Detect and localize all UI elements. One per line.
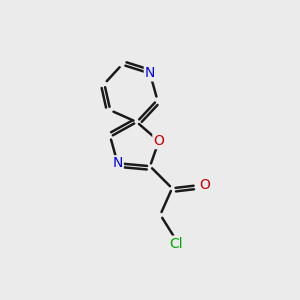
Text: N: N bbox=[112, 156, 123, 170]
Text: O: O bbox=[199, 178, 210, 192]
Text: O: O bbox=[153, 134, 164, 148]
Text: Cl: Cl bbox=[170, 237, 183, 250]
Text: N: N bbox=[145, 66, 155, 80]
